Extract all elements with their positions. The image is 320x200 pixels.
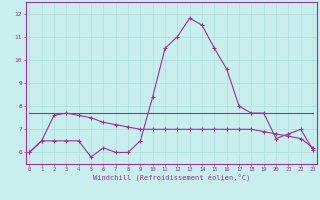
X-axis label: Windchill (Refroidissement éolien,°C): Windchill (Refroidissement éolien,°C) bbox=[92, 174, 250, 181]
